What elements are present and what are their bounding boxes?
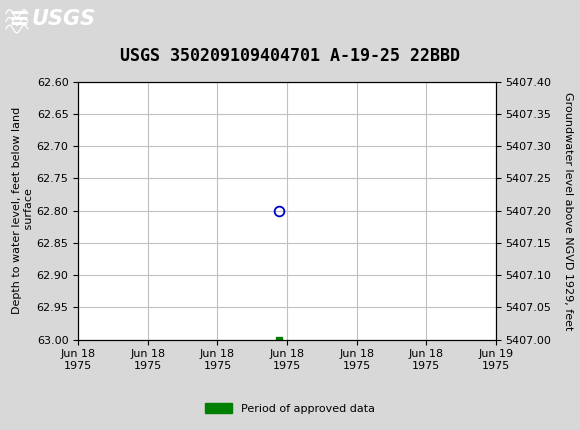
- Text: USGS 350209109404701 A-19-25 22BBD: USGS 350209109404701 A-19-25 22BBD: [120, 47, 460, 65]
- Text: ≡: ≡: [9, 7, 30, 31]
- Y-axis label: Depth to water level, feet below land
 surface: Depth to water level, feet below land su…: [12, 107, 34, 314]
- Y-axis label: Groundwater level above NGVD 1929, feet: Groundwater level above NGVD 1929, feet: [563, 92, 572, 330]
- Text: USGS: USGS: [32, 9, 96, 29]
- Legend: Period of approved data: Period of approved data: [200, 399, 380, 418]
